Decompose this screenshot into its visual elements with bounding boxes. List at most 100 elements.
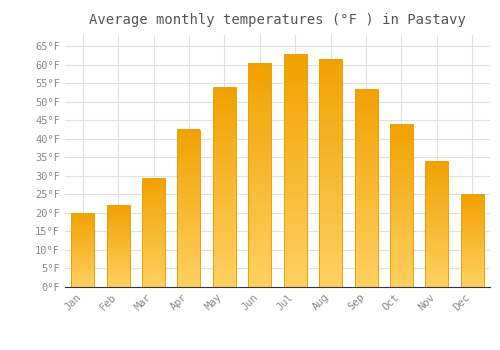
Bar	[142, 219, 165, 222]
Bar	[284, 236, 306, 240]
Bar	[71, 231, 94, 232]
Bar	[319, 127, 342, 132]
Bar	[461, 252, 484, 254]
Bar	[106, 248, 130, 250]
Bar	[142, 265, 165, 267]
Bar	[284, 119, 306, 124]
Bar	[248, 175, 272, 180]
Bar	[426, 178, 448, 181]
Bar	[284, 105, 306, 110]
Bar	[390, 199, 413, 202]
Bar	[178, 193, 201, 196]
Bar	[248, 282, 272, 287]
Bar	[248, 180, 272, 184]
Bar	[461, 211, 484, 213]
Bar	[213, 203, 236, 207]
Bar	[248, 188, 272, 193]
Bar	[354, 117, 378, 120]
Bar	[426, 285, 448, 287]
Bar	[248, 103, 272, 108]
Bar	[461, 233, 484, 235]
Bar	[178, 170, 201, 174]
Bar	[284, 259, 306, 264]
Bar	[284, 240, 306, 245]
Bar	[178, 205, 201, 208]
Bar	[71, 245, 94, 247]
Bar	[319, 64, 342, 68]
Bar	[106, 238, 130, 240]
Bar	[178, 130, 201, 287]
Bar	[284, 175, 306, 180]
Bar	[390, 202, 413, 205]
Bar	[354, 212, 378, 216]
Bar	[319, 246, 342, 251]
Bar	[248, 238, 272, 242]
Bar	[178, 233, 201, 237]
Bar	[284, 254, 306, 259]
Bar	[178, 252, 201, 256]
Bar	[284, 54, 306, 58]
Bar	[71, 274, 94, 275]
Bar	[213, 91, 236, 95]
Bar	[319, 282, 342, 287]
Bar	[71, 275, 94, 276]
Bar	[354, 132, 378, 136]
Bar	[461, 230, 484, 231]
Bar	[213, 223, 236, 227]
Bar	[426, 191, 448, 194]
Bar	[284, 203, 306, 208]
Bar	[213, 135, 236, 139]
Bar	[390, 144, 413, 147]
Bar	[248, 256, 272, 260]
Bar	[213, 123, 236, 127]
Bar	[213, 171, 236, 175]
Bar	[106, 262, 130, 264]
Bar	[213, 247, 236, 251]
Bar	[319, 264, 342, 269]
Bar	[354, 152, 378, 156]
Bar	[354, 200, 378, 204]
Bar	[319, 73, 342, 77]
Bar	[248, 274, 272, 278]
Bar	[71, 238, 94, 239]
Bar	[71, 271, 94, 272]
Bar	[71, 232, 94, 234]
Bar	[426, 232, 448, 234]
Bar	[284, 54, 306, 287]
Bar	[106, 269, 130, 271]
Bar	[213, 251, 236, 255]
Bar	[319, 100, 342, 105]
Bar	[284, 180, 306, 184]
Bar	[142, 178, 165, 180]
Bar	[178, 155, 201, 158]
Bar	[319, 196, 342, 201]
Bar	[354, 216, 378, 219]
Bar	[390, 245, 413, 248]
Bar	[319, 187, 342, 191]
Bar	[426, 241, 448, 244]
Bar	[178, 183, 201, 186]
Bar	[142, 189, 165, 191]
Bar	[248, 215, 272, 220]
Bar	[71, 280, 94, 281]
Bar	[178, 243, 201, 246]
Bar	[178, 139, 201, 142]
Bar	[213, 191, 236, 195]
Bar	[106, 205, 130, 287]
Bar	[106, 233, 130, 235]
Bar	[390, 271, 413, 274]
Bar	[248, 112, 272, 117]
Bar	[390, 127, 413, 131]
Bar	[71, 282, 94, 284]
Bar	[178, 271, 201, 274]
Bar	[178, 284, 201, 287]
Bar	[461, 226, 484, 228]
Bar	[319, 168, 342, 173]
Bar	[426, 214, 448, 216]
Bar	[106, 282, 130, 284]
Bar	[213, 175, 236, 179]
Bar	[106, 217, 130, 218]
Bar	[426, 161, 448, 287]
Bar	[319, 105, 342, 109]
Bar	[106, 243, 130, 245]
